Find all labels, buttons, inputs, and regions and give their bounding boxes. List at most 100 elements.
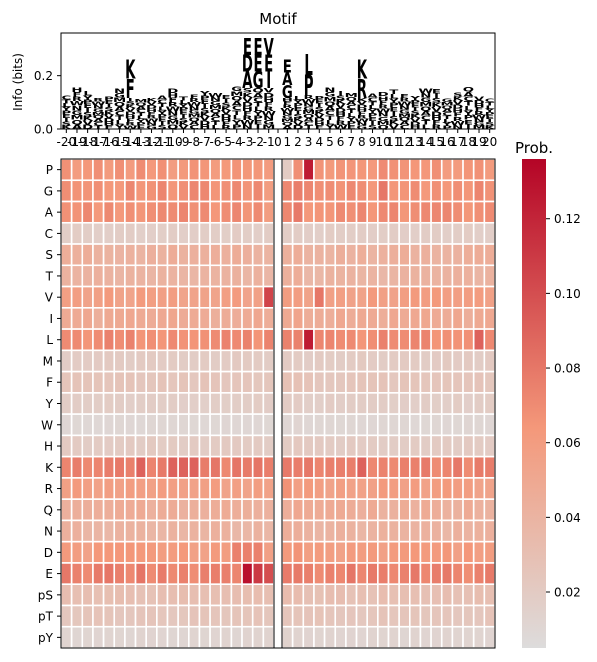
heatmap-cell [323,221,337,245]
heatmap-cell [377,200,390,224]
heatmap-cell [209,328,222,352]
logo-xtick-label: -12 [142,135,162,149]
logo-letter: H [378,96,389,102]
heatmap-cell [462,455,475,479]
heatmap-cell [462,540,475,564]
heatmap-cell [156,604,169,628]
heatmap-cell [291,498,305,522]
heatmap-cell [177,285,190,309]
logo-letter: V [410,118,421,123]
logo-letter: E [62,114,71,119]
heatmap-cell [430,625,443,649]
logo-letter: F [222,121,231,127]
heatmap-cell [430,604,443,628]
logo-letter: D [242,52,253,78]
heatmap-cell [241,370,254,394]
heatmap-cell [70,498,84,522]
heatmap-cell [177,562,190,586]
heatmap-cell [302,540,315,564]
heatmap-cell [70,328,84,352]
heatmap-cell [70,519,84,543]
heatmap-cell [198,328,211,352]
logo-letter: K [410,114,422,119]
heatmap-cell [483,498,496,522]
heatmap-cell [113,540,126,564]
heatmap-cell [281,328,294,352]
logo-xtick-label: -8 [188,135,200,149]
logo-letter: W [91,101,106,106]
heatmap-cell [113,328,126,352]
logo-letter: R [264,105,274,112]
sequence-logo: Motif Info (bits) KSIEPYLTCAQMGNWRFHDVKS… [11,10,497,149]
logo-letter: T [443,115,452,120]
heatmap-cell [273,413,283,437]
heatmap-cell [230,562,243,586]
heatmap-cell [355,540,368,564]
heatmap-cell [302,562,315,586]
heatmap-cell [483,285,496,309]
logo-xtick-label: 18 [461,135,476,149]
heatmap-cell [166,519,179,543]
heatmap-cell [313,349,326,373]
heatmap-cell [60,434,73,458]
heatmap-cell [323,498,337,522]
heatmap-cell [241,455,254,479]
logo-letter: Y [388,98,400,105]
heatmap-cell [156,370,169,394]
logo-letter: C [115,110,125,117]
logo-letter: E [293,107,302,112]
heatmap-cell [262,285,275,309]
heatmap-cell [102,179,116,203]
heatmap-cell [291,158,305,182]
colorbar-title: Prob. [515,139,553,157]
heatmap-cell [134,625,148,649]
heatmap-cell [483,243,496,267]
heatmap-cell [472,625,486,649]
heatmap-cell [355,264,368,288]
heatmap-cell [366,562,379,586]
heatmap-cell [345,562,358,586]
logo-letter: P [368,113,378,119]
logo-letter: K [146,98,158,103]
heatmap-cell [323,349,337,373]
logo-xtick-label: -13 [131,135,151,149]
logo-letter: P [253,115,263,122]
heatmap-cell [398,370,411,394]
heatmap-cell [251,243,265,267]
heatmap-cell [145,434,158,458]
logo-letter: F [379,100,388,106]
heatmap-cell [281,519,294,543]
logo-letter: I [295,110,300,115]
heatmap-cell [281,604,294,628]
logo-letter: I [160,121,165,126]
logo-letter: F [400,94,409,100]
heatmap-cell [209,625,222,649]
heatmap-cell [124,604,137,628]
logo-letter: S [432,97,442,104]
logo-letter: G [167,115,178,122]
heatmap-cell [366,413,379,437]
logo-xtick-label: 17 [450,135,465,149]
logo-letter: V [453,100,463,106]
heatmap-cell [440,455,454,479]
heatmap-cell [251,328,265,352]
heatmap-cell [291,604,305,628]
heatmap-cell [262,604,275,628]
logo-y-ticks: 0.0 0.2 [34,69,61,137]
heatmap-cell [92,392,105,415]
heatmap-cell [377,221,390,245]
logo-xtick-label: 14 [418,135,433,149]
heatmap-cell [345,413,358,437]
heatmap-cell [419,307,432,330]
heatmap-cell [219,307,233,330]
heatmap-cell [177,221,190,245]
logo-letter: H [410,125,421,130]
heatmap-cell [387,264,400,288]
heatmap-cell [124,540,137,564]
heatmap-cell [102,370,116,394]
heatmap-cell [302,264,315,288]
heatmap-cell [81,519,94,543]
logo-letter: G [282,82,293,102]
heatmap-cell [209,540,222,564]
heatmap-cell [273,392,283,415]
